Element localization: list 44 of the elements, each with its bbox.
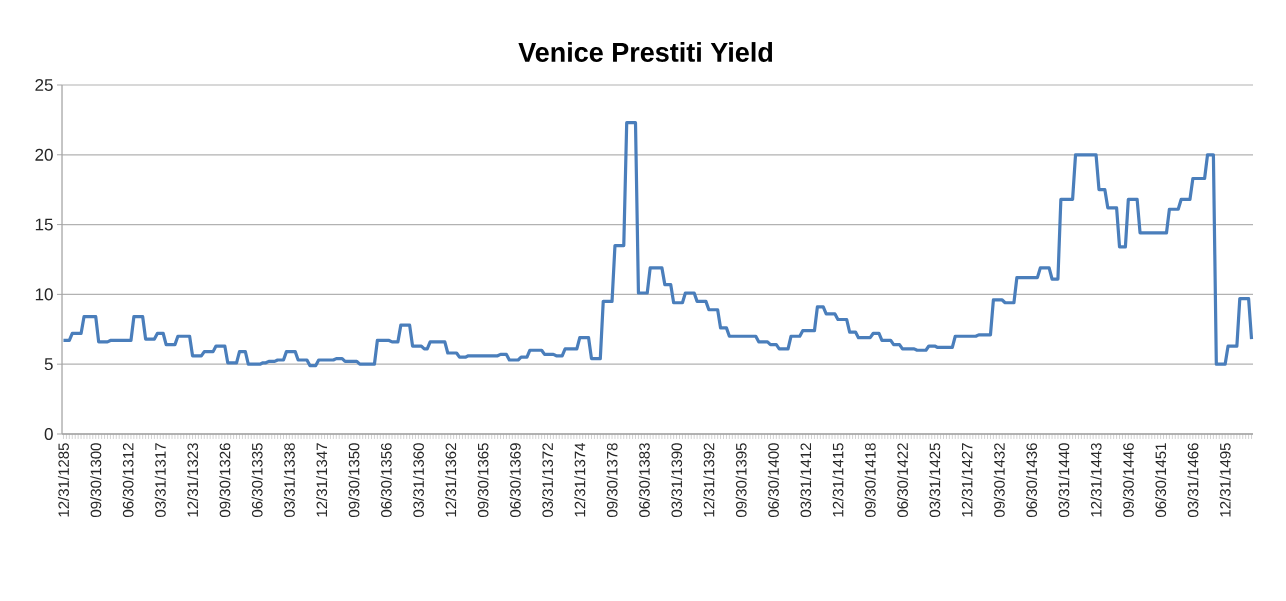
x-tick-label: 09/30/1350 <box>348 443 360 518</box>
x-tick-label: 03/31/1372 <box>541 443 553 518</box>
x-tick-label: 12/31/1392 <box>703 443 715 517</box>
x-tick-label: 03/31/1440 <box>1058 443 1070 518</box>
chart-title: Venice Prestiti Yield <box>518 42 773 62</box>
x-tick-label: 09/30/1418 <box>864 443 876 518</box>
y-tick-label: 20 <box>35 148 53 161</box>
x-tick-label: 12/31/1415 <box>832 443 844 517</box>
x-tick-label: 09/30/1300 <box>90 443 102 518</box>
x-tick-label: 12/31/1495 <box>1219 443 1231 517</box>
x-tick-label: 03/31/1390 <box>671 443 683 518</box>
x-tick-label: 12/31/1347 <box>316 443 328 517</box>
x-tick-label: 03/31/1317 <box>154 443 166 518</box>
x-tick-label: 09/30/1326 <box>219 443 231 518</box>
x-tick-label: 06/30/1312 <box>122 443 134 518</box>
x-tick-label: 03/31/1360 <box>412 443 424 518</box>
x-tick-label: 06/30/1400 <box>767 443 779 518</box>
y-tick-label: 10 <box>35 288 53 301</box>
x-tick-label: 03/31/1338 <box>283 443 295 518</box>
x-tick-label: 06/30/1369 <box>509 443 521 518</box>
x-tick-label: 03/31/1425 <box>929 443 941 518</box>
y-tick-label: 0 <box>44 427 53 441</box>
x-tick-label: 03/31/1466 <box>1187 443 1199 518</box>
x-tick-label: 06/30/1422 <box>896 443 908 518</box>
x-tick-label: 09/30/1365 <box>477 443 489 518</box>
x-tick-label: 03/31/1412 <box>800 443 812 518</box>
x-tick-label: 12/31/1362 <box>445 443 457 517</box>
x-tick-label: 09/30/1446 <box>1122 443 1134 518</box>
x-tick-label: 12/31/1374 <box>574 442 586 517</box>
x-tick-label: 06/30/1383 <box>638 443 650 518</box>
y-tick-label: 5 <box>44 358 53 371</box>
x-tick-label: 12/31/1323 <box>187 443 199 517</box>
y-tick-label: 25 <box>35 78 53 92</box>
x-tick-label: 09/30/1432 <box>993 443 1005 518</box>
x-tick-label: 09/30/1378 <box>606 443 618 518</box>
x-tick-label: 12/31/1427 <box>961 443 973 517</box>
y-tick-label: 15 <box>35 218 53 231</box>
x-tick-label: 12/31/1285 <box>57 443 69 517</box>
x-tick-label: 12/31/1443 <box>1090 443 1102 517</box>
x-tick-label: 06/30/1335 <box>251 443 263 518</box>
x-tick-label: 06/30/1436 <box>1026 443 1038 518</box>
x-tick-label: 06/30/1451 <box>1155 443 1167 518</box>
x-tick-label: 06/30/1356 <box>380 443 392 518</box>
x-tick-label: 09/30/1395 <box>735 443 747 518</box>
